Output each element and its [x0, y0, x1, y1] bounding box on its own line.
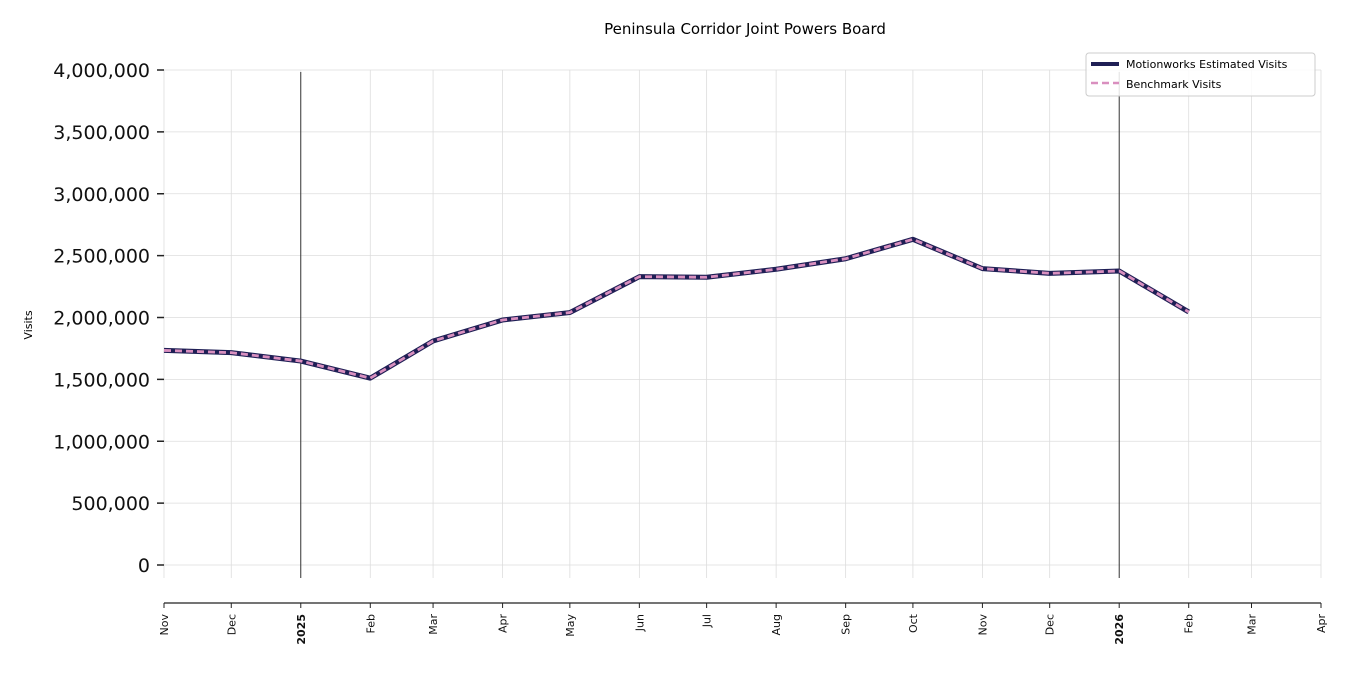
x-tick-label: Apr	[1315, 614, 1328, 634]
y-tick-label: 2,000,000	[53, 308, 150, 330]
x-tick-label: Apr	[497, 614, 510, 634]
x-tick-label: Aug	[770, 614, 783, 635]
series-line-motionworks	[164, 239, 1189, 378]
series-lines	[164, 239, 1189, 378]
y-axis-label: Visits	[22, 310, 35, 339]
chart-title: Peninsula Corridor Joint Powers Board	[604, 20, 886, 38]
y-tick-label: 0	[138, 555, 150, 577]
x-tick-label: 2025	[295, 614, 308, 645]
x-tick-label: Oct	[907, 613, 920, 633]
x-tick-label: 2026	[1113, 614, 1126, 645]
x-axis: Nov Dec 2025 Feb Mar Apr May Jun Jul Aug Sep Oct Nov…	[158, 603, 1328, 645]
y-tick-label: 3,000,000	[53, 184, 150, 206]
x-tick-label: Mar	[1245, 614, 1258, 635]
x-tick-label: Jun	[633, 614, 646, 632]
series-line-benchmark	[164, 239, 1189, 378]
y-axis: 0 500,000 1,000,000 1,500,000 2,000,000 2,500…	[53, 60, 164, 577]
x-tick-label: Feb	[1183, 614, 1196, 633]
x-tick-label: Feb	[364, 614, 377, 633]
y-tick-label: 4,000,000	[53, 60, 150, 82]
x-tick-label: May	[564, 614, 577, 637]
x-tick-label: Mar	[427, 614, 440, 635]
legend-label-benchmark: Benchmark Visits	[1126, 78, 1222, 91]
x-tick-label: Dec	[225, 614, 238, 635]
legend: Motionworks Estimated Visits Benchmark V…	[1086, 53, 1315, 96]
x-tick-label: Nov	[976, 614, 989, 636]
grid	[164, 70, 1321, 578]
y-tick-label: 3,500,000	[53, 122, 150, 144]
y-tick-label: 2,500,000	[53, 246, 150, 268]
x-tick-label: Nov	[158, 614, 171, 636]
x-tick-label: Jul	[701, 614, 714, 628]
y-tick-label: 1,500,000	[53, 369, 150, 391]
x-tick-label: Dec	[1044, 614, 1057, 635]
year-markers	[301, 72, 1119, 578]
x-tick-label: Sep	[840, 614, 853, 635]
y-tick-label: 500,000	[71, 493, 150, 515]
legend-label-motionworks: Motionworks Estimated Visits	[1126, 58, 1288, 71]
y-tick-label: 1,000,000	[53, 431, 150, 453]
